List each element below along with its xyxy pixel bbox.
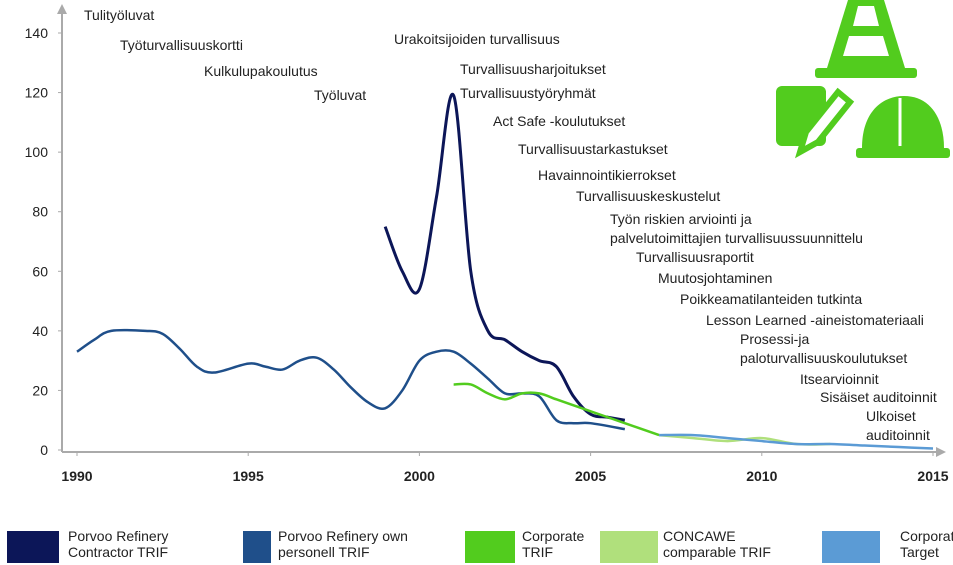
legend-label: Porvoo Refinery own personell TRIF [278, 528, 408, 560]
annotation: Työturvallisuuskortti [120, 37, 243, 53]
series-line [76, 328, 626, 431]
annotation: Työluvat [314, 87, 366, 103]
x-tick-label: 2000 [404, 468, 435, 484]
y-tick-label: 120 [25, 85, 49, 101]
annotation: Turvallisuuskeskustelut [576, 188, 720, 204]
annotation: Muutosjohtaminen [658, 270, 772, 286]
annotation: Havainnointikierrokset [538, 167, 676, 183]
y-tick-label: 80 [32, 204, 48, 220]
chart: 0 20 40 60 80 100 120 140 1990 1995 2000 2005 2010 20… [25, 0, 950, 484]
legend-label: Corporate Target [900, 528, 953, 560]
y-tick-label: 40 [32, 323, 48, 339]
annotation: Urakoitsijoiden turvallisuus [394, 31, 560, 47]
x-tick-label: 2015 [917, 468, 948, 484]
legend-swatch [243, 531, 271, 563]
annotation: Ulkoiset [866, 408, 916, 424]
series-line [659, 433, 934, 450]
y-tick-label: 140 [25, 25, 49, 41]
y-tick-label: 0 [40, 442, 48, 458]
series-line [453, 382, 660, 437]
annotation: Lesson Learned -aineistomateriaali [706, 312, 924, 328]
legend-swatch [465, 531, 515, 563]
x-tick-label: 1990 [61, 468, 92, 484]
y-tick-label: 20 [32, 382, 48, 398]
annotation: Turvallisuustarkastukset [518, 141, 668, 157]
annotation: Itsearvioinnit [800, 371, 879, 387]
legend-label: Corporate TRIF [522, 528, 585, 560]
series-line [383, 92, 626, 422]
annotation: Sisäiset auditoinnit [820, 389, 937, 405]
legend-label: Porvoo Refinery Contractor TRIF [68, 528, 169, 560]
legend-label: CONCAWE comparable TRIF [663, 528, 771, 560]
y-tick-label: 60 [32, 263, 48, 279]
annotation: paloturvallisuuskoulutukset [740, 350, 907, 366]
safety-icons [776, 0, 950, 159]
legend: Porvoo Refinery Contractor TRIF Porvoo Re… [0, 528, 953, 565]
legend-swatch [600, 531, 658, 563]
annotation: palvelutoimittajien turvallisuussuunnitt… [610, 230, 863, 246]
annotation: Kulkulupakoulutus [204, 63, 318, 79]
annotation: Act Safe -koulutukset [493, 113, 625, 129]
annotation: Prosessi-ja [740, 331, 809, 347]
annotation: Poikkeamatilanteiden tutkinta [680, 291, 862, 307]
x-axis-arrow [936, 447, 946, 457]
annotation: Tulityöluvat [84, 7, 154, 23]
annotation: Turvallisuustyöryhmät [460, 85, 596, 101]
annotation: Turvallisuusraportit [636, 249, 754, 265]
legend-swatch [7, 531, 59, 563]
x-tick-label: 1995 [233, 468, 264, 484]
legend-swatch [822, 531, 880, 563]
y-axis-arrow [57, 4, 67, 14]
y-tick-label: 100 [25, 144, 49, 160]
x-tick-label: 2010 [746, 468, 777, 484]
annotation: Turvallisuusharjoitukset [460, 61, 606, 77]
annotation: Työn riskien arviointi ja [610, 211, 752, 227]
annotation: auditoinnit [866, 427, 930, 443]
x-tick-label: 2005 [575, 468, 606, 484]
